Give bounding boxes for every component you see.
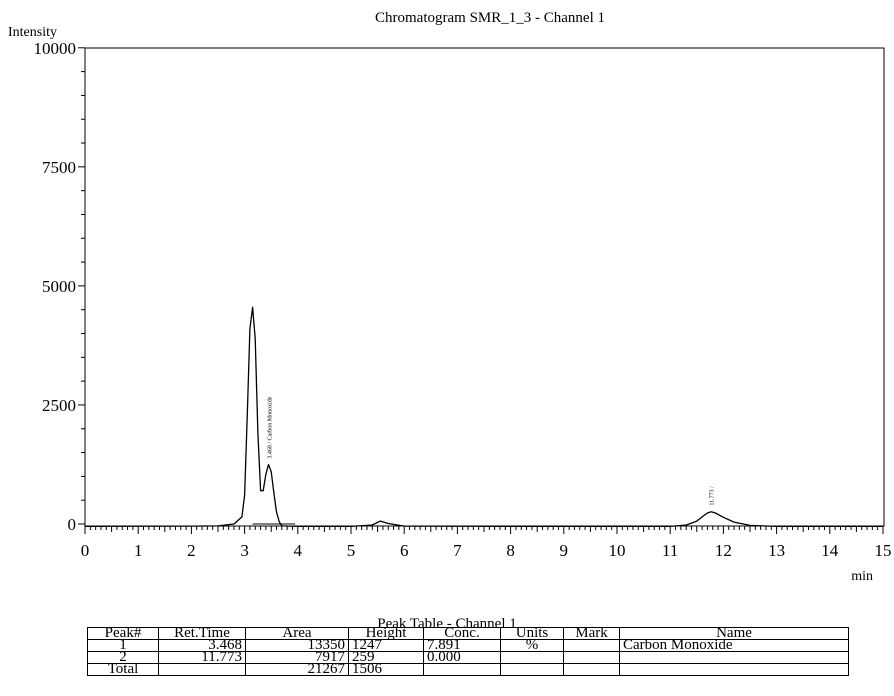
x-tick-label: 2 bbox=[187, 541, 196, 560]
x-tick-label: 12 bbox=[715, 541, 732, 560]
table-row-total: Total 21267 1506 bbox=[87, 662, 849, 677]
col-header-height: Height bbox=[348, 626, 424, 641]
x-tick-label: 15 bbox=[875, 541, 892, 560]
series-line-1 bbox=[84, 306, 883, 528]
x-tick-label: 14 bbox=[821, 541, 839, 560]
series-group bbox=[84, 306, 883, 528]
cell-mark bbox=[563, 663, 620, 676]
cell-area: 21267 bbox=[245, 662, 349, 677]
y-tick-label: 2500 bbox=[42, 396, 76, 415]
x-tick-label: 13 bbox=[768, 541, 785, 560]
y-tick-label: 0 bbox=[68, 515, 77, 534]
cell-ret-time bbox=[158, 663, 246, 676]
chart-title: Chromatogram SMR_1_3 - Channel 1 bbox=[375, 10, 605, 26]
x-tick-label: 1 bbox=[134, 541, 143, 560]
cell-height: 1506 bbox=[348, 662, 424, 677]
x-tick-label: 6 bbox=[400, 541, 409, 560]
x-tick-label: 0 bbox=[81, 541, 90, 560]
cell-peak: Total bbox=[87, 662, 159, 677]
col-header-area: Area bbox=[245, 626, 349, 641]
cell-units: % bbox=[500, 638, 564, 653]
cell-ret-time: 3.468 bbox=[158, 638, 246, 653]
x-tick-label: 8 bbox=[506, 541, 515, 560]
y-tick-label: 10000 bbox=[34, 39, 77, 58]
peak-annotation-1: 3.468 / Carbon Monoxide bbox=[267, 396, 273, 458]
y-tick-label: 5000 bbox=[42, 277, 76, 296]
table-row: 1 3.468 13350 1247 7.891 % Carbon Monoxi… bbox=[87, 638, 849, 653]
cell-mark bbox=[563, 639, 620, 652]
cell-name bbox=[619, 651, 849, 664]
x-tick-label: 5 bbox=[347, 541, 356, 560]
plot-frame bbox=[84, 47, 885, 527]
peak-table: Peak# Ret.Time Area Height Conc. Units M… bbox=[87, 626, 849, 677]
x-axis-label: min bbox=[851, 569, 873, 584]
cell-area: 13350 bbox=[245, 638, 349, 653]
peak-table-header-row: Peak# Ret.Time Area Height Conc. Units M… bbox=[87, 626, 849, 641]
cell-conc: 7.891 bbox=[423, 638, 501, 653]
x-tick-label: 3 bbox=[240, 541, 249, 560]
x-axis: 0 1 2 3 4 5 6 7 8 9 10 11 12 13 14 15 bbox=[81, 526, 892, 560]
cell-mark bbox=[563, 651, 620, 664]
table-row: 2 11.773 7917 259 0.000 bbox=[87, 650, 849, 665]
cell-name: Carbon Monoxide bbox=[619, 638, 849, 653]
annotation-group: 3.468 / Carbon Monoxide 11.773 / bbox=[267, 396, 715, 505]
x-tick-label: 10 bbox=[609, 541, 626, 560]
x-tick-label: 9 bbox=[560, 541, 569, 560]
col-header-mark: Mark bbox=[563, 626, 620, 641]
x-tick-label: 4 bbox=[294, 541, 303, 560]
cell-units bbox=[500, 663, 564, 676]
y-axis-label: Intensity bbox=[8, 25, 57, 40]
cell-name bbox=[619, 663, 849, 676]
x-tick-label: 11 bbox=[662, 541, 678, 560]
x-tick-label: 7 bbox=[453, 541, 462, 560]
peak-annotation-2: 11.773 / bbox=[709, 486, 715, 506]
y-axis: 0 2500 5000 7500 10000 bbox=[34, 39, 85, 534]
col-header-ret-time: Ret.Time bbox=[158, 626, 246, 641]
y-tick-label: 7500 bbox=[42, 158, 76, 177]
cell-conc: 0.000 bbox=[423, 650, 501, 665]
cell-units bbox=[500, 651, 564, 664]
cell-conc bbox=[423, 663, 501, 676]
col-header-conc: Conc. bbox=[423, 626, 501, 641]
cell-ret-time: 11.773 bbox=[158, 650, 246, 665]
col-header-name: Name bbox=[619, 626, 849, 641]
